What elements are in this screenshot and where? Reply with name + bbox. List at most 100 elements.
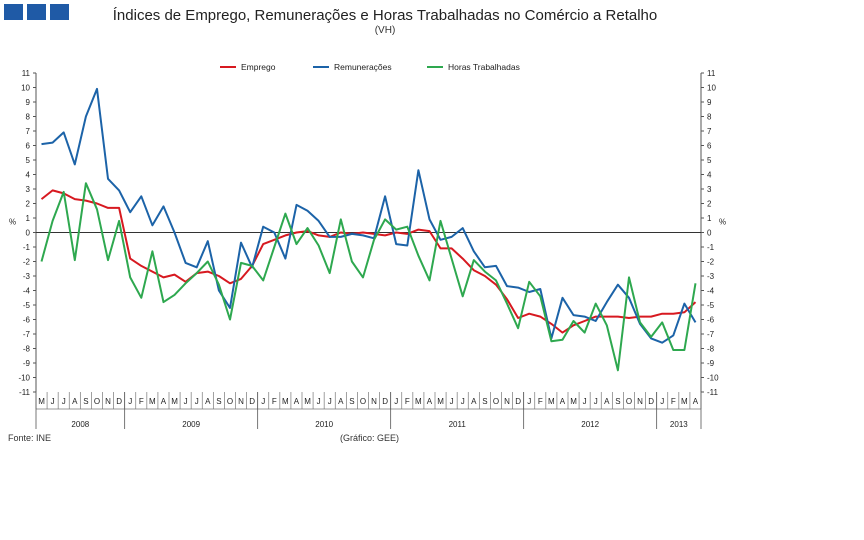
y-tick-label-right: -8 <box>707 345 715 354</box>
month-label: M <box>38 397 45 406</box>
y-axis-label-right: % <box>719 218 726 227</box>
month-label: J <box>62 397 66 406</box>
month-label: J <box>583 397 587 406</box>
month-label: J <box>261 397 265 406</box>
month-label: A <box>294 397 300 406</box>
y-tick-label-left: -2 <box>23 258 31 267</box>
y-tick-label-right: -10 <box>707 374 719 383</box>
month-label: J <box>128 397 132 406</box>
month-label: S <box>83 397 88 406</box>
y-tick-label-left: 2 <box>26 200 31 209</box>
y-tick-label-right: -5 <box>707 301 715 310</box>
y-tick-label-right: 4 <box>707 171 712 180</box>
month-label: M <box>548 397 555 406</box>
year-label: 2012 <box>581 420 599 429</box>
month-label: D <box>116 397 122 406</box>
y-tick-label-right: -2 <box>707 258 715 267</box>
month-label: N <box>504 397 510 406</box>
month-label: A <box>427 397 433 406</box>
month-label: M <box>304 397 311 406</box>
month-label: M <box>149 397 156 406</box>
month-label: J <box>527 397 531 406</box>
month-label: A <box>72 397 78 406</box>
month-label: M <box>282 397 289 406</box>
month-label: A <box>205 397 211 406</box>
y-tick-label-left: 11 <box>22 69 31 78</box>
month-label: O <box>227 397 233 406</box>
y-tick-label-left: -10 <box>18 374 30 383</box>
month-label: F <box>538 397 543 406</box>
y-tick-label-left: -8 <box>23 345 31 354</box>
y-tick-label-left: 5 <box>26 156 31 165</box>
series-line-0 <box>40 189 697 334</box>
month-label: N <box>238 397 244 406</box>
month-label: D <box>249 397 255 406</box>
month-label: M <box>570 397 577 406</box>
month-label: J <box>195 397 199 406</box>
month-label: A <box>560 397 566 406</box>
month-label: M <box>681 397 688 406</box>
chart-subtitle: (VH) <box>374 25 396 36</box>
month-label: N <box>637 397 643 406</box>
y-axis-label-left: % <box>9 218 16 227</box>
month-label: S <box>216 397 221 406</box>
y-tick-label-left: 9 <box>26 98 31 107</box>
y-tick-label-right: 0 <box>707 229 712 238</box>
year-label: 2008 <box>71 420 89 429</box>
ine-logo <box>4 4 69 20</box>
month-label: M <box>171 397 178 406</box>
month-label: F <box>671 397 676 406</box>
month-label: J <box>594 397 598 406</box>
month-label: F <box>272 397 277 406</box>
y-tick-label-left: 1 <box>26 214 31 223</box>
month-label: S <box>349 397 354 406</box>
year-label: 2013 <box>670 420 688 429</box>
y-tick-label-right: -9 <box>707 359 715 368</box>
y-tick-label-right: 11 <box>707 69 716 78</box>
y-tick-label-left: -7 <box>23 330 31 339</box>
month-label: J <box>461 397 465 406</box>
month-label: F <box>139 397 144 406</box>
month-label: M <box>415 397 422 406</box>
y-tick-label-left: 7 <box>26 127 31 136</box>
chart-title-block: Índices de Emprego, Remunerações e Horas… <box>70 6 700 37</box>
y-tick-label-right: 5 <box>707 156 712 165</box>
month-label: A <box>471 397 477 406</box>
y-tick-label-right: -11 <box>707 388 719 397</box>
month-label: F <box>405 397 410 406</box>
y-tick-label-left: -1 <box>23 243 31 252</box>
y-tick-label-right: 3 <box>707 185 712 194</box>
logo-block-icon <box>27 4 46 20</box>
month-label: S <box>482 397 487 406</box>
y-tick-label-right: -7 <box>707 330 715 339</box>
legend-label-2: Horas Trabalhadas <box>448 62 520 72</box>
month-label: O <box>493 397 499 406</box>
month-label: J <box>328 397 332 406</box>
month-label: M <box>437 397 444 406</box>
month-label: A <box>338 397 344 406</box>
y-tick-label-left: -9 <box>23 359 31 368</box>
y-tick-label-right: 9 <box>707 98 712 107</box>
legend-label-0: Emprego <box>241 62 276 72</box>
year-label: 2011 <box>449 420 467 429</box>
month-label: O <box>360 397 366 406</box>
y-tick-label-left: 10 <box>21 84 30 93</box>
y-tick-label-left: -3 <box>23 272 31 281</box>
month-label: J <box>660 397 664 406</box>
y-tick-label-right: -6 <box>707 316 715 325</box>
month-label: A <box>161 397 167 406</box>
chart-title: Índices de Emprego, Remunerações e Horas… <box>112 7 658 24</box>
series-line-2 <box>40 182 697 372</box>
legend-label-1: Remunerações <box>334 62 392 72</box>
month-label: A <box>693 397 699 406</box>
month-label: J <box>51 397 55 406</box>
year-label: 2010 <box>315 420 333 429</box>
y-tick-label-left: -6 <box>23 316 31 325</box>
y-tick-label-right: 1 <box>707 214 712 223</box>
month-label: J <box>317 397 321 406</box>
month-label: N <box>371 397 377 406</box>
y-tick-label-right: 7 <box>707 127 712 136</box>
month-label: O <box>94 397 100 406</box>
month-label: J <box>450 397 454 406</box>
